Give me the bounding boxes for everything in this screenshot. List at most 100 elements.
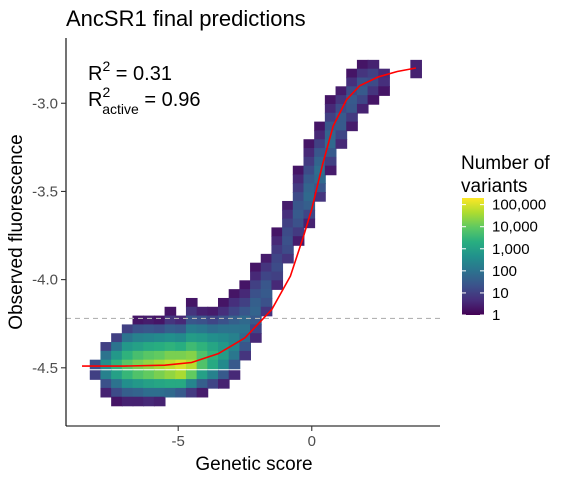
heatmap-bin	[218, 379, 230, 389]
r2-active-base: R	[88, 89, 102, 111]
r2-active-sup: 2	[102, 84, 110, 100]
heatmap-bin	[324, 112, 337, 123]
y-axis-title: Observed fluorescence	[6, 134, 27, 329]
heatmap-bin	[153, 379, 166, 389]
heatmap-bin	[346, 95, 358, 105]
heatmap-bin	[324, 103, 337, 114]
heatmap-bin	[153, 324, 166, 334]
r2-sup: 2	[102, 58, 110, 74]
heatmap-bin	[121, 396, 134, 407]
svg-text:R2 = 0.31: R2 = 0.31	[88, 58, 172, 85]
heatmap-bin	[271, 271, 284, 282]
heatmap-bin	[143, 370, 155, 380]
heatmap-bin	[132, 359, 145, 370]
legend-colorbar	[462, 198, 484, 315]
heatmap-bin	[356, 103, 369, 114]
heatmap-bin	[185, 350, 198, 361]
heatmap-bin	[314, 174, 326, 185]
heatmap-bin	[228, 306, 241, 317]
heatmap-bin	[292, 227, 305, 237]
y-tick-label: -4.0	[32, 272, 58, 289]
heatmap-bin	[271, 245, 284, 255]
heatmap-bin	[282, 253, 294, 264]
heatmap-bin	[196, 333, 209, 343]
heatmap-bin	[196, 370, 209, 380]
heatmap-bin	[367, 68, 380, 79]
legend-title-line-2: variants	[461, 176, 528, 197]
heatmap-bin	[218, 370, 230, 380]
legend-label: 10	[492, 285, 509, 302]
heatmap-bin	[132, 342, 145, 352]
heatmap-bin	[228, 342, 241, 352]
heatmap-bin	[356, 86, 369, 96]
heatmap-bin	[324, 139, 337, 149]
heatmap-bin	[175, 387, 187, 398]
heatmap-bin	[228, 297, 241, 308]
heatmap-bin	[153, 315, 166, 326]
heatmap-bin	[185, 306, 198, 317]
heatmap-bin	[175, 379, 187, 389]
heatmap-bin	[250, 315, 262, 326]
heatmap-bin	[164, 333, 177, 343]
heatmap-bin	[185, 324, 198, 334]
heatmap-bin	[346, 121, 358, 132]
heatmap-bin	[250, 297, 262, 308]
legend-label: 10,000	[492, 219, 538, 236]
heatmap-bin	[292, 174, 305, 185]
heatmap-bin	[367, 95, 380, 105]
heatmap-bin	[218, 306, 230, 317]
heatmap-bin	[250, 306, 262, 317]
legend-label: 1	[492, 307, 500, 324]
chart-title: AncSR1 final predictions	[66, 6, 306, 31]
heatmap-bin	[314, 192, 326, 202]
heatmap-bin	[314, 156, 326, 167]
heatmap-bin	[314, 183, 326, 193]
r2-active-annotation: R2 active = 0.96	[88, 84, 201, 117]
heatmap-bin	[282, 236, 294, 246]
heatmap-bin	[207, 342, 219, 352]
heatmap-bin	[260, 306, 273, 317]
heatmap-bin	[132, 315, 145, 326]
heatmap-bin	[228, 324, 241, 334]
heatmap-bin	[164, 379, 177, 389]
heatmap-bin	[303, 156, 316, 167]
heatmap-bin	[196, 379, 209, 389]
heatmap-bin	[218, 297, 230, 308]
heatmap-bin	[164, 370, 177, 380]
heatmap-bin	[175, 359, 187, 370]
heatmap-bin	[185, 297, 198, 308]
heatmap-bin	[207, 359, 219, 370]
heatmap-bin	[164, 387, 177, 398]
heatmap-bin	[346, 112, 358, 123]
heatmap-bin	[292, 200, 305, 211]
heatmap-bin	[292, 236, 305, 246]
heatmap-bin	[121, 350, 134, 361]
heatmap-bin	[410, 68, 422, 79]
heatmap-bin	[164, 350, 177, 361]
r2-annotation: R2 = 0.31	[88, 58, 172, 85]
heatmap-bin	[196, 387, 209, 398]
heatmap-bin	[111, 379, 123, 389]
heatmap-bin	[314, 148, 326, 158]
heatmap-bin	[143, 315, 155, 326]
heatmap-bin	[324, 121, 337, 132]
heatmap-bin	[132, 350, 145, 361]
heatmap-bin	[367, 86, 380, 96]
heatmap-bin	[185, 359, 198, 370]
heatmap-bin	[100, 350, 113, 361]
heatmap-bin	[207, 379, 219, 389]
legend-ticks: 100,000 10,000 1,000 100 10 1	[462, 197, 546, 324]
heatmap-bin	[314, 165, 326, 176]
heatmap-bin	[121, 387, 134, 398]
heatmap-bin	[303, 148, 316, 158]
heatmap-bin	[250, 289, 262, 299]
x-tick-label: 0	[308, 433, 316, 450]
heatmap-bin	[335, 121, 348, 132]
heatmap-bin	[324, 95, 337, 105]
heatmap-bin	[121, 324, 134, 334]
heatmap-bin	[175, 342, 187, 352]
heatmap-bin	[239, 289, 251, 299]
heatmap-bin	[292, 192, 305, 202]
heatmap-bin	[282, 209, 294, 220]
